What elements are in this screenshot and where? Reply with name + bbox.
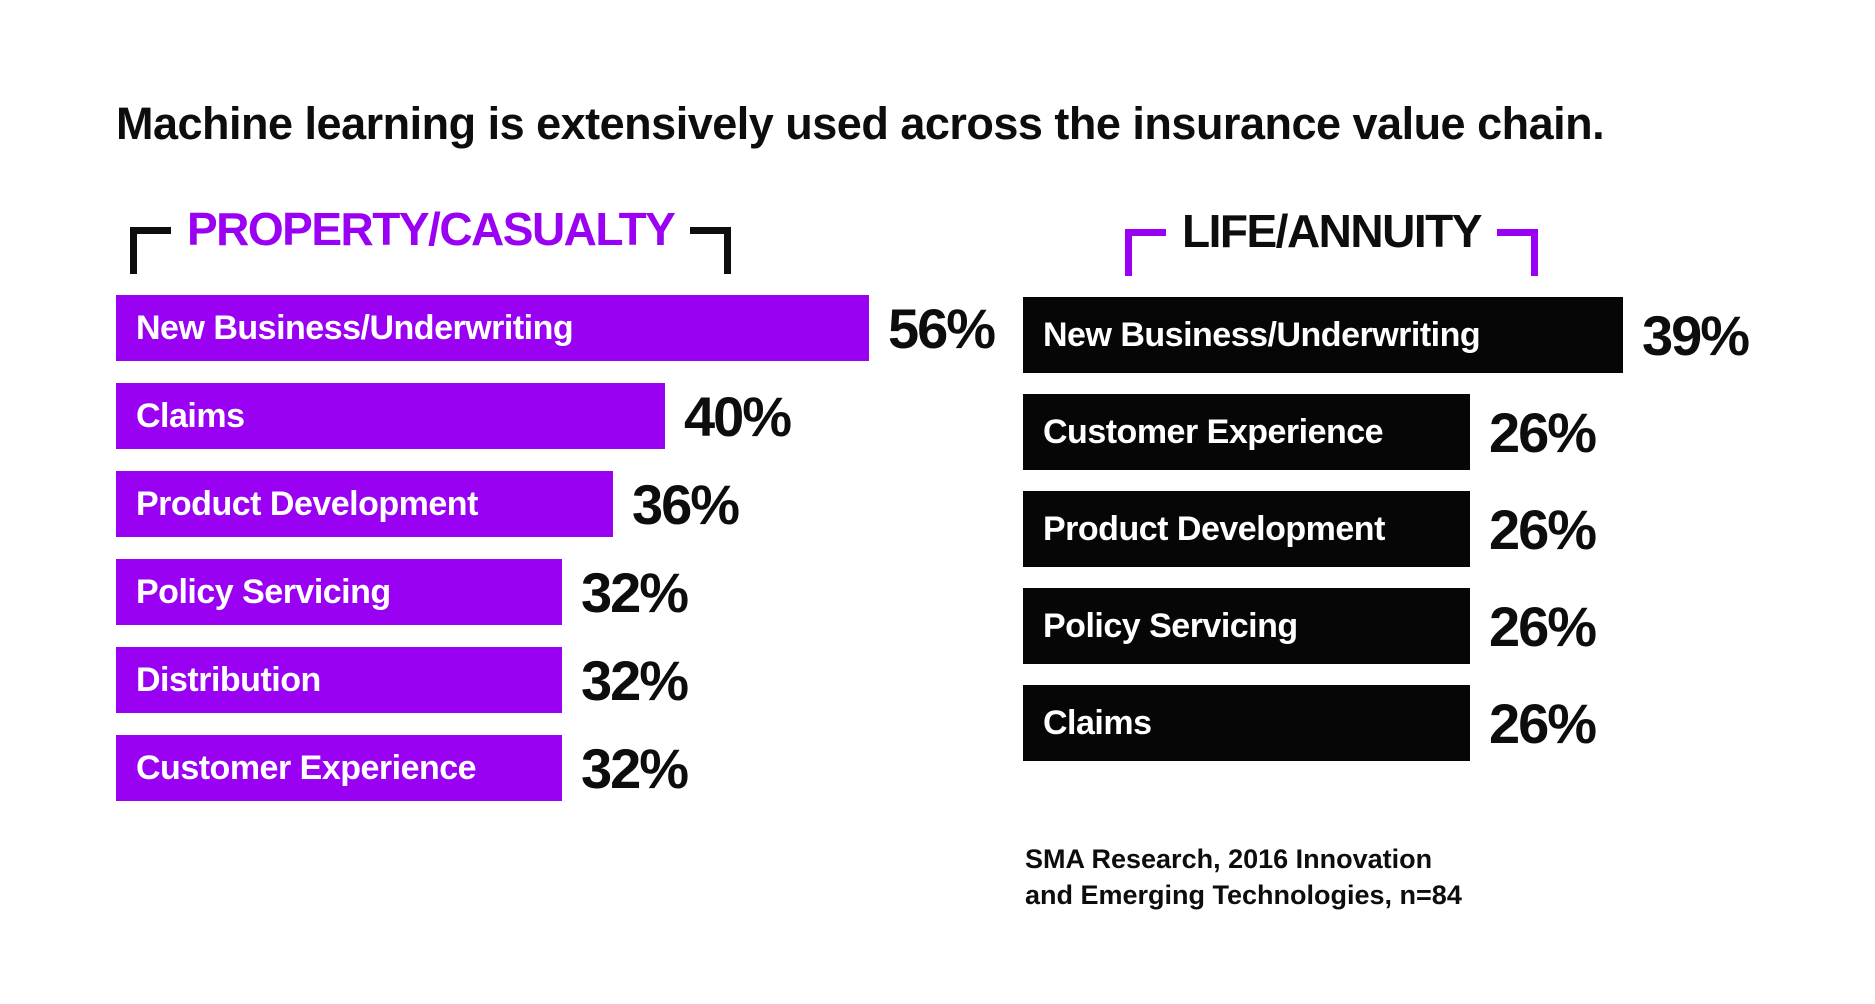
bar-label: Claims (136, 396, 245, 435)
bar-policy-servicing: Policy Servicing (116, 559, 562, 625)
bar-value-label: 26% (1489, 400, 1597, 464)
property-casualty-title: PROPERTY/CASUALTY (187, 203, 676, 255)
bar-value-label: 26% (1489, 691, 1597, 755)
source-note: SMA Research, 2016 Innovation and Emergi… (1025, 842, 1462, 914)
corner-bracket-right-icon (690, 227, 732, 274)
bar-row: Claims 26% (1023, 685, 1748, 761)
bar-value-label: 40% (684, 384, 792, 448)
bar-product-development: Product Development (1023, 491, 1470, 567)
bar-row: Policy Servicing 26% (1023, 588, 1748, 664)
bar-claims: Claims (116, 383, 665, 449)
bar-row: Distribution 32% (116, 647, 994, 713)
property-casualty-header: PROPERTY/CASUALTY (130, 203, 732, 274)
property-casualty-chart: New Business/Underwriting 56% Claims 40%… (116, 295, 996, 823)
corner-bracket-left-icon (130, 227, 171, 274)
source-note-line1: SMA Research, 2016 Innovation (1025, 844, 1433, 874)
bar-value-label: 56% (888, 296, 996, 360)
bar-label: Claims (1043, 703, 1152, 742)
bar-row: New Business/Underwriting 39% (1023, 297, 1750, 373)
bar-claims: Claims (1023, 685, 1470, 761)
bar-new-business-underwriting: New Business/Underwriting (1023, 297, 1623, 373)
page-title: Machine learning is extensively used acr… (116, 98, 1605, 149)
bar-row: Claims 40% (116, 383, 994, 449)
corner-bracket-left-icon (1125, 229, 1166, 276)
life-annuity-chart: New Business/Underwriting 39% Customer E… (1023, 297, 1750, 782)
life-annuity-header: LIFE/ANNUITY (1125, 208, 1538, 276)
bar-label: Product Development (1043, 509, 1385, 548)
source-note-line2: and Emerging Technologies, n=84 (1025, 879, 1462, 910)
bar-value-label: 32% (581, 648, 689, 712)
bar-customer-experience: Customer Experience (116, 735, 562, 801)
bar-row: Customer Experience 32% (116, 735, 994, 801)
bar-label: Distribution (136, 660, 321, 699)
bar-value-label: 26% (1489, 497, 1597, 561)
bar-label: Policy Servicing (136, 572, 391, 611)
life-annuity-title: LIFE/ANNUITY (1182, 205, 1482, 257)
bar-value-label: 32% (581, 736, 689, 800)
bar-label: New Business/Underwriting (136, 308, 574, 347)
bar-distribution: Distribution (116, 647, 562, 713)
bar-value-label: 39% (1642, 303, 1750, 367)
bar-new-business-underwriting: New Business/Underwriting (116, 295, 869, 361)
bar-row: New Business/Underwriting 56% (116, 295, 996, 361)
bar-row: Customer Experience 26% (1023, 394, 1748, 470)
bar-value-label: 26% (1489, 594, 1597, 658)
bar-value-label: 32% (581, 560, 689, 624)
bar-value-label: 36% (632, 472, 740, 536)
bar-label: New Business/Underwriting (1043, 315, 1481, 354)
bar-customer-experience: Customer Experience (1023, 394, 1470, 470)
bar-label: Policy Servicing (1043, 606, 1298, 645)
bar-product-development: Product Development (116, 471, 613, 537)
bar-row: Product Development 36% (116, 471, 994, 537)
bar-row: Policy Servicing 32% (116, 559, 994, 625)
corner-bracket-right-icon (1496, 229, 1538, 276)
bar-label: Product Development (136, 484, 478, 523)
bar-label: Customer Experience (1043, 412, 1384, 451)
bar-label: Customer Experience (136, 748, 477, 787)
bar-policy-servicing: Policy Servicing (1023, 588, 1470, 664)
bar-row: Product Development 26% (1023, 491, 1748, 567)
